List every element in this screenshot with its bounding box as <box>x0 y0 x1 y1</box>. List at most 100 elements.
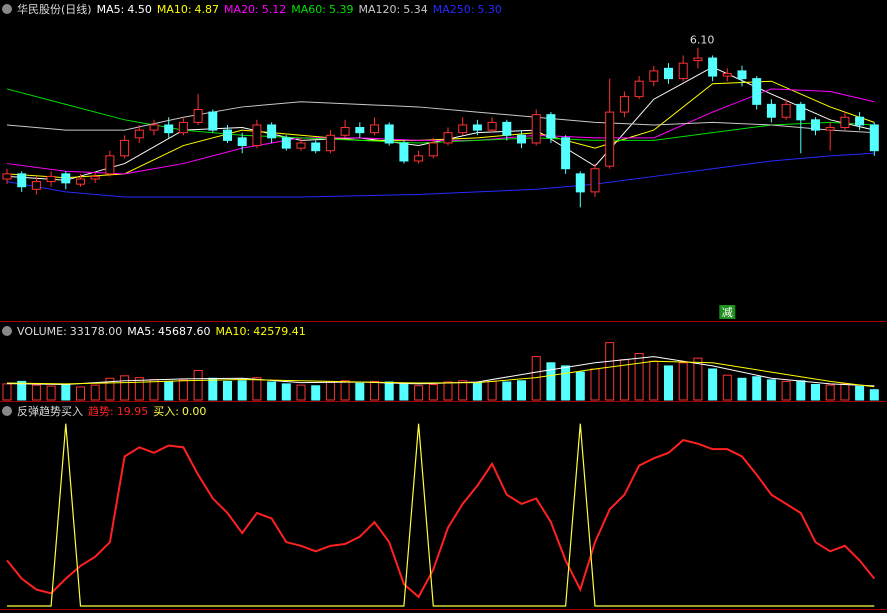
candle-body <box>590 168 600 193</box>
candle-body <box>619 96 629 113</box>
legend-value: 4.50 <box>127 2 152 16</box>
candle-body <box>634 80 644 98</box>
legend-item: MA60: 5.39 <box>291 3 353 16</box>
legend-name: 趋势: <box>88 405 114 418</box>
volume-bar <box>384 381 394 401</box>
candle-body <box>370 124 379 134</box>
volume-ma-line <box>6 360 875 388</box>
legend-name: MA250: <box>432 2 475 16</box>
candle-body <box>61 173 71 184</box>
volume-bar <box>193 370 203 401</box>
candle-body <box>487 121 497 131</box>
volume-bar <box>208 377 218 401</box>
volume-bar <box>325 381 335 401</box>
volume-bar <box>31 384 41 401</box>
legend-value: 5.12 <box>261 2 287 16</box>
candle-body <box>781 103 791 118</box>
legend-value: 5.34 <box>403 2 428 16</box>
candle-body <box>531 114 541 144</box>
volume-bar <box>355 382 365 401</box>
volume-bar <box>281 383 291 401</box>
signal-label: 减 <box>722 306 733 319</box>
volume-bar <box>487 380 497 401</box>
candle-body <box>223 129 232 141</box>
legend-item: MA5: 45687.60 <box>127 325 210 338</box>
candle-body <box>869 124 879 152</box>
volume-bar <box>223 380 232 401</box>
candle-body <box>502 121 512 136</box>
legend-icon[interactable] <box>2 326 12 336</box>
legend: VOLUME: 33178.00 MA5: 45687.60 MA10: 42579.41 <box>2 323 306 339</box>
candle-body <box>811 119 820 131</box>
volume-bar <box>76 386 85 401</box>
legend-value: 5.30 <box>477 2 502 16</box>
candle-body <box>546 114 556 139</box>
legend-name: MA5: <box>127 324 156 338</box>
volume-bar <box>340 380 350 401</box>
volume-bar <box>237 380 247 401</box>
signal-box <box>719 305 736 319</box>
volume-bar <box>752 376 762 401</box>
candle-body <box>384 124 394 144</box>
candle-body <box>267 124 277 139</box>
volume-bar <box>590 368 600 401</box>
legend-value: 33178.00 <box>69 324 123 338</box>
volume-bar <box>311 385 321 401</box>
volume-bar <box>370 380 379 401</box>
legend-icon[interactable] <box>2 4 12 14</box>
candle-body <box>178 121 188 134</box>
volume-bar <box>575 371 585 401</box>
volume-bar <box>664 365 673 401</box>
candle-body <box>31 181 41 190</box>
volume-bar <box>296 384 306 401</box>
legend-name: 反弹趋势买入 <box>17 405 83 418</box>
candle-body <box>237 137 247 147</box>
legend-value: 45687.60 <box>158 324 211 338</box>
volume-bar <box>17 380 27 401</box>
legend-icon[interactable] <box>2 406 12 416</box>
candle-body <box>164 124 174 134</box>
volume-bar <box>90 384 100 401</box>
volume-bar <box>134 377 144 401</box>
legend-name: MA10: <box>156 2 192 16</box>
candle-body <box>678 62 688 80</box>
legend-item: VOLUME: 33178.00 <box>17 325 122 338</box>
candle-body <box>208 111 218 131</box>
candle-body <box>105 155 115 175</box>
candle-body <box>664 67 673 80</box>
volume-bar <box>105 377 115 401</box>
volume-bar <box>517 380 526 401</box>
legend-item: MA5: 4.50 <box>97 3 152 16</box>
volume-bar <box>252 377 262 401</box>
legend-value: 19.95 <box>116 405 149 418</box>
candle-body <box>766 103 776 118</box>
volume-bar <box>443 381 453 401</box>
candle-body <box>2 173 12 180</box>
legend-item: MA10: 4.87 <box>157 3 219 16</box>
volume-bar <box>840 383 850 401</box>
candle-body <box>443 132 453 144</box>
volume-bar <box>737 377 747 401</box>
indicator-line <box>7 423 875 607</box>
candle-body <box>737 70 747 80</box>
indicator-line <box>6 438 876 599</box>
legend-item: MA20: 5.12 <box>224 3 286 16</box>
legend-name: MA10: <box>215 324 251 338</box>
high-annotation: 6.10 <box>690 34 715 47</box>
candle-body <box>149 124 159 131</box>
candle-body <box>428 142 438 157</box>
candle-body <box>840 116 850 129</box>
legend-item: 反弹趋势买入 <box>17 403 83 419</box>
volume-bar <box>766 379 776 401</box>
legend-item: MA120: 5.34 <box>358 3 427 16</box>
volume-bar <box>61 384 71 401</box>
candle-body <box>252 124 262 147</box>
candle-body <box>722 72 732 77</box>
volume-bar <box>164 381 174 401</box>
volume-bar <box>428 384 438 401</box>
candle-body <box>752 78 762 105</box>
volume-bar <box>634 353 644 401</box>
candle-body <box>76 178 85 185</box>
volume-bar <box>869 389 879 401</box>
